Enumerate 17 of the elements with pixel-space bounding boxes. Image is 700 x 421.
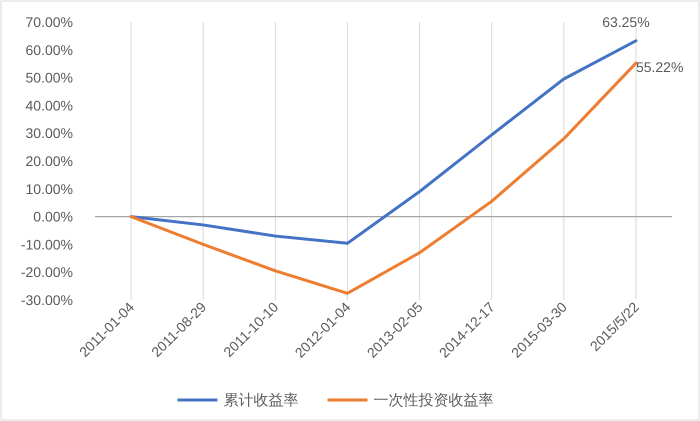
legend-label: 一次性投资收益率 (374, 392, 494, 409)
line-series (130, 39, 638, 245)
y-tick-label: 10.00% (26, 180, 73, 197)
y-tick-label: 70.00% (26, 14, 73, 30)
data-label: 55.22% (636, 59, 684, 76)
y-tick-label: 0.00% (33, 208, 73, 225)
y-tick-label: -10.00% (20, 236, 73, 252)
y-tick-label: 50.00% (26, 70, 73, 86)
y-tick-label: -30.00% (20, 292, 73, 308)
y-tick-label: 40.00% (26, 97, 73, 114)
legend-label: 累计收益率 (224, 392, 298, 409)
data-label: 63.25% (602, 14, 650, 30)
y-tick-label: -20.00% (20, 264, 73, 280)
y-tick-label: 60.00% (26, 42, 73, 58)
line-series (130, 62, 638, 295)
y-tick-label: 20.00% (26, 153, 73, 169)
y-tick-label: 30.00% (26, 125, 73, 142)
